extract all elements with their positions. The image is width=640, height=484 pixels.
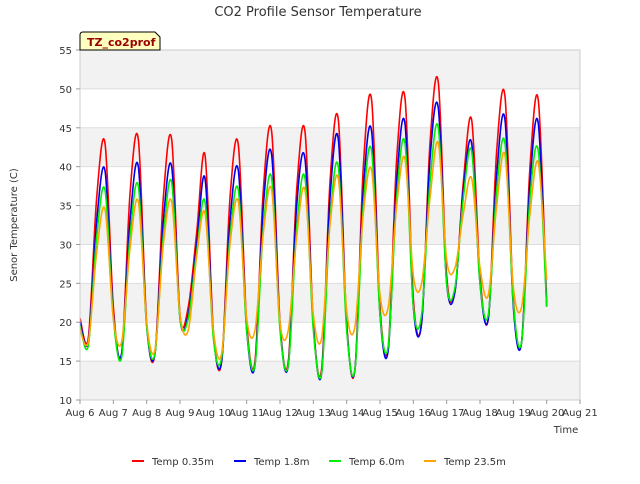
x-tick-label: Aug 12 [262, 408, 297, 419]
site-label-box: TZ_co2prof [79, 31, 161, 51]
site-label: TZ_co2prof [87, 36, 156, 49]
y-tick-label: 30 [59, 240, 72, 251]
x-tick-label: Aug 6 [65, 408, 94, 419]
legend-label-1: Temp 1.8m [253, 457, 309, 468]
y-tick-label: 20 [59, 318, 72, 329]
y-tick-label: 45 [59, 124, 72, 135]
x-tick-label: Aug 21 [562, 408, 597, 419]
grid-band [80, 283, 580, 323]
grid-band [80, 361, 580, 400]
x-tick-label: Aug 11 [229, 408, 264, 419]
y-axis-label: Senor Temperature (C) [9, 168, 20, 282]
chart-title: CO2 Profile Sensor Temperature [214, 5, 421, 20]
x-axis-label: Time [553, 425, 578, 436]
y-tick-label: 40 [59, 163, 72, 174]
legend-label-0: Temp 0.35m [151, 457, 214, 468]
x-tick-label: Aug 14 [329, 408, 364, 419]
series-line-3 [79, 140, 548, 360]
x-tick-label: Aug 15 [362, 408, 397, 419]
y-tick-label: 10 [59, 396, 72, 407]
y-tick-label: 15 [59, 357, 72, 368]
legend-label-3: Temp 23.5m [443, 457, 506, 468]
x-tick-label: Aug 10 [196, 408, 231, 419]
x-tick-label: Aug 9 [165, 408, 194, 419]
legend-label-2: Temp 6.0m [348, 457, 404, 468]
grid-band [80, 50, 580, 89]
legend: Temp 0.35m Temp 1.8m Temp 6.0m Temp 23.5m [132, 457, 506, 468]
x-tick-label: Aug 19 [496, 408, 531, 419]
y-tick-label: 25 [59, 279, 72, 290]
x-tick-label: Aug 13 [296, 408, 331, 419]
x-tick-label: Aug 8 [132, 408, 161, 419]
x-tick-label: Aug 18 [462, 408, 497, 419]
x-tick-label: Aug 7 [99, 408, 128, 419]
y-tick-label: 50 [59, 85, 72, 96]
x-tick-label: Aug 17 [429, 408, 464, 419]
y-tick-label: 35 [59, 202, 72, 213]
x-tick-label: Aug 16 [396, 408, 431, 419]
x-tick-label: Aug 20 [529, 408, 564, 419]
y-tick-label: 55 [59, 46, 72, 57]
